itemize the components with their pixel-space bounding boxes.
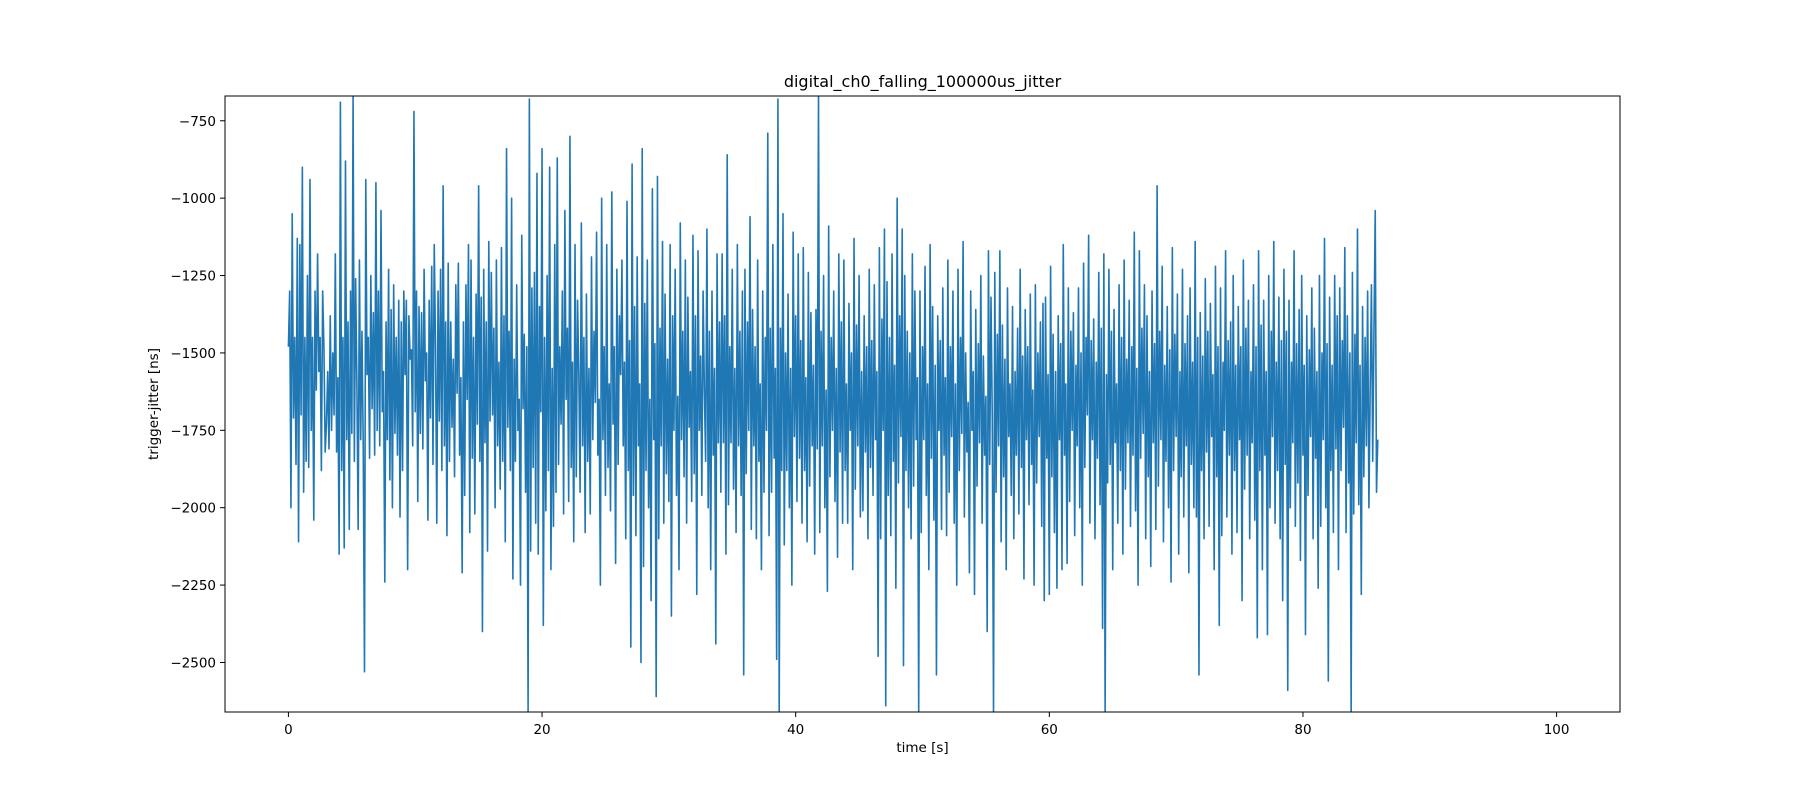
x-tick-label: 20	[533, 722, 550, 738]
y-tick-label: −2000	[170, 501, 216, 517]
y-tick-label: −1250	[170, 269, 216, 285]
y-tick-label: −2250	[170, 578, 216, 594]
x-tick-label: 100	[1544, 722, 1570, 738]
y-axis: −2500 −2250 −2000 −1750 −1500 −1250 −1000 −750	[170, 114, 225, 671]
x-tick-label: 80	[1294, 722, 1311, 738]
x-axis-label: time [s]	[896, 740, 948, 756]
y-tick-label: −1750	[170, 423, 216, 439]
y-tick-label: −1000	[170, 191, 216, 207]
x-tick-label: 40	[787, 722, 804, 738]
y-tick-label: −750	[179, 114, 216, 130]
x-axis: 0 20 40 60 80 100	[284, 712, 1569, 738]
x-tick-label: 60	[1041, 722, 1058, 738]
plot-frame	[224, 95, 1621, 713]
y-axis-label: trigger-jitter [ns]	[146, 348, 162, 460]
series-line-0	[287, 96, 1379, 712]
plot-area	[224, 95, 1621, 713]
chart-title: digital_ch0_falling_100000us_jitter	[784, 72, 1062, 92]
y-tick-label: −1500	[170, 346, 216, 362]
y-tick-label: −2500	[170, 655, 216, 671]
x-tick-label: 0	[284, 722, 293, 738]
